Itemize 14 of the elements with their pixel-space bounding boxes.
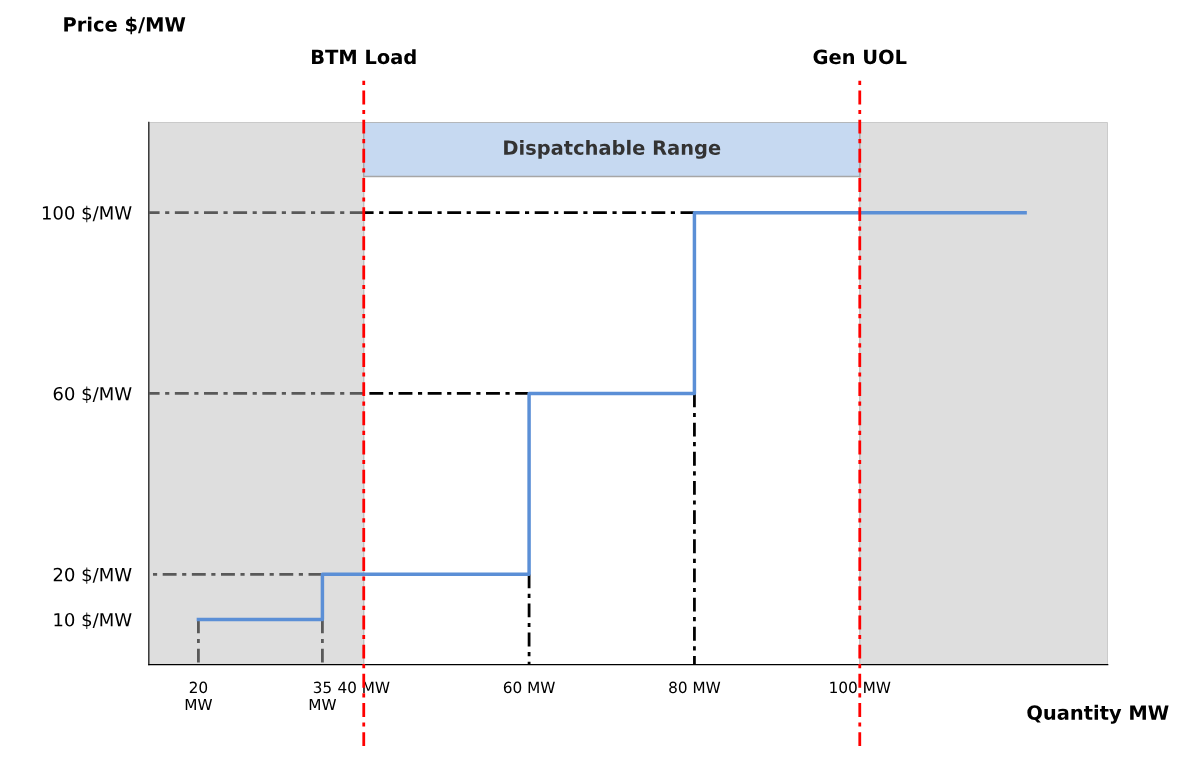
y-tick-label: 20 $/MW [53,567,132,584]
x-tick-label: 60 MW [503,681,555,694]
x-tick-label: 20 MW [185,681,213,711]
y-tick-label: 60 $/MW [53,386,132,403]
band-label: Dispatchable Range [504,139,721,159]
y-tick-label: 100 $/MW [42,205,132,223]
y-tick-label: 10 $/MW [54,612,132,629]
ref-line-label: Gen UOL [813,49,907,65]
x-axis-title: Quantity MW [1027,704,1169,724]
y-axis-title: Price $/MW [64,16,186,35]
ref-line-label: BTM Load [312,49,416,65]
x-tick-label: 100 MW [830,681,891,694]
x-tick-label: 80 MW [669,681,721,694]
x-tick-label: 35 MW [309,681,337,711]
